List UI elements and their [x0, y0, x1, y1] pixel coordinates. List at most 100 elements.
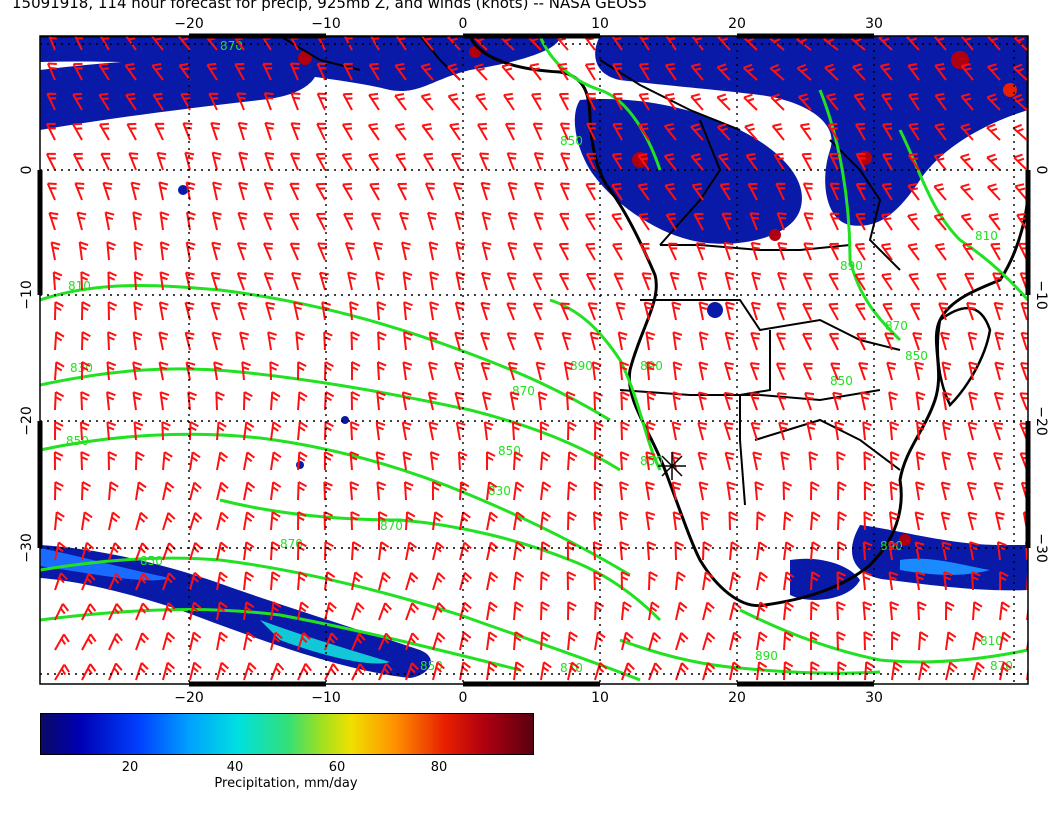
wind-barb: [690, 153, 704, 171]
wind-barb: [960, 183, 974, 201]
wind-barb: [243, 511, 255, 531]
wind-barb: [513, 451, 524, 471]
wind-barb: [80, 451, 90, 471]
wind-barb: [749, 392, 760, 411]
wind-barb: [216, 571, 228, 591]
wind-barb: [645, 421, 656, 441]
lon-label: 20: [728, 16, 746, 32]
wind-barb: [917, 601, 927, 621]
wind-barb: [561, 331, 572, 351]
wind-barb: [243, 571, 255, 591]
wind-barb: [405, 662, 419, 681]
wind-barb: [824, 63, 839, 81]
wind-barb: [540, 511, 551, 531]
wind-barb: [532, 122, 543, 141]
contour-label: 870: [512, 384, 535, 398]
wind-barb: [106, 421, 117, 441]
wind-barb: [315, 212, 326, 231]
wind-barb: [420, 63, 434, 81]
wind-barb: [351, 571, 364, 591]
wind-barb: [53, 451, 64, 471]
wind-barb: [837, 661, 847, 681]
wind-barb: [189, 631, 202, 651]
wind-barb: [610, 36, 623, 51]
wind-barb: [297, 361, 307, 381]
wind-barb: [125, 92, 137, 111]
wind-barb: [941, 361, 952, 381]
wind-barb: [611, 152, 623, 171]
wind-barb: [269, 361, 279, 381]
wind-barb: [888, 391, 898, 411]
wind-barb: [828, 152, 839, 171]
wind-barb: [513, 631, 524, 651]
wind-barb: [378, 511, 388, 531]
lat-label: −30: [1033, 533, 1049, 563]
wind-barb: [403, 481, 414, 501]
wind-barb: [881, 272, 893, 291]
wind-barb: [648, 631, 662, 651]
precipitation-colorbar: [40, 713, 534, 755]
wind-barb: [263, 242, 273, 261]
wind-barb: [999, 601, 1011, 621]
wind-barb: [719, 182, 731, 201]
wind-barb: [643, 301, 654, 321]
contour-label: 850: [498, 444, 521, 458]
wind-barb: [486, 661, 498, 681]
wind-barb: [637, 182, 650, 201]
wind-barb: [216, 511, 229, 531]
wind-barb: [234, 62, 245, 81]
wind-barb: [889, 601, 900, 621]
wind-barb: [728, 511, 739, 531]
wind-barb: [612, 62, 623, 81]
wind-barb: [533, 212, 544, 231]
right-lat-labels: 0 −10 −20 −30: [1033, 166, 1049, 563]
wind-barb: [507, 181, 518, 201]
wind-barb: [934, 63, 947, 81]
wind-barb: [486, 601, 498, 621]
wind-barb: [585, 272, 596, 291]
wind-barb: [394, 62, 407, 81]
wind-barb: [133, 241, 144, 261]
wind-barb: [934, 242, 947, 261]
wind-barb: [507, 241, 518, 261]
wind-barb: [449, 122, 461, 141]
wind-barb: [665, 36, 677, 51]
weather-map: 810 830 850 850 870 890 870 850 830 810 …: [19, 16, 1049, 705]
contour-label: 810: [975, 229, 998, 243]
wind-barb: [506, 302, 517, 321]
wind-barb: [942, 571, 953, 591]
wind-barb: [611, 182, 623, 201]
wind-barb: [420, 93, 434, 111]
wind-barb: [889, 481, 900, 501]
wind-barb: [594, 451, 604, 471]
wind-barb: [672, 391, 683, 411]
wind-barb: [135, 572, 150, 591]
wind-barb: [99, 122, 110, 141]
wind-barb: [405, 511, 416, 531]
wind-barb: [804, 391, 815, 411]
wind-barb: [427, 361, 438, 381]
wind-barb: [124, 62, 137, 81]
wind-barb: [698, 361, 709, 381]
wind-barb: [585, 92, 596, 111]
wind-barb: [376, 301, 387, 321]
wind-barb: [827, 122, 839, 141]
wind-barb: [778, 421, 789, 441]
wind-barb: [350, 391, 361, 411]
wind-barb: [324, 421, 334, 441]
wind-barb: [563, 361, 574, 381]
wind-barb: [267, 331, 277, 351]
wind-barb: [243, 451, 256, 471]
location-marker-icon: [658, 452, 686, 480]
wind-barb: [987, 183, 1001, 201]
wind-barb: [368, 92, 380, 111]
wind-barb: [966, 451, 977, 471]
contour-label: 870: [220, 39, 243, 53]
wind-barb: [860, 391, 871, 411]
wind-barb: [318, 271, 329, 291]
wind-barb: [297, 421, 308, 441]
wind-barb: [342, 62, 353, 81]
contour-label: 810: [980, 634, 1003, 648]
wind-barb: [777, 272, 787, 291]
wind-barb: [968, 361, 979, 381]
